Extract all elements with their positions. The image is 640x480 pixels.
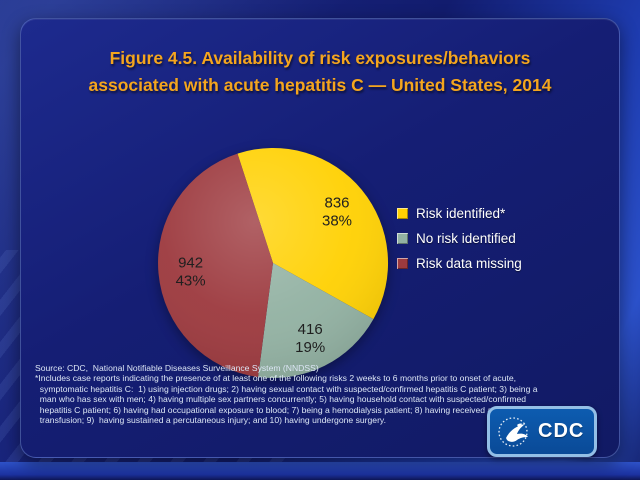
footnote-line: Source: CDC, National Notifiable Disease… <box>35 363 319 373</box>
background-bottom-band <box>0 462 640 480</box>
legend-swatch-teal <box>397 232 408 244</box>
legend-swatch-yellow <box>397 207 408 219</box>
cdc-logo: CDC <box>487 406 597 457</box>
legend-label: No risk identified <box>416 230 516 246</box>
legend-item-risk-identified: Risk identified* <box>397 205 522 221</box>
slide-panel: Figure 4.5. Availability of risk exposur… <box>20 18 620 458</box>
figure-title: Figure 4.5. Availability of risk exposur… <box>21 45 619 99</box>
legend-label: Risk identified* <box>416 205 506 221</box>
footnote-line: man who has sex with men; 4) having mult… <box>35 394 527 405</box>
cdc-logo-text: CDC <box>538 420 585 442</box>
footnote-line: *Includes case reports indicating the pr… <box>35 373 517 384</box>
pie-sheen-overlay <box>158 148 388 378</box>
pie-value-label-0: 836 38% <box>322 194 352 229</box>
pie-legend: Risk identified* No risk identified Risk… <box>397 206 522 281</box>
pie-value-label-1: 416 19% <box>295 321 325 356</box>
source-footnote: Source: CDC, National Notifiable Disease… <box>35 363 605 425</box>
hhs-eagle-icon <box>498 416 528 447</box>
legend-label: Risk data missing <box>416 255 522 271</box>
footnote-line: symptomatic hepatitis C: 1) using inject… <box>35 383 538 394</box>
footnote-line: transfusion; 9) having sustained a percu… <box>35 415 386 426</box>
footnote-line: hepatitis C patient; 6) having had occup… <box>35 404 516 415</box>
legend-item-no-risk-identified: No risk identified <box>397 230 522 246</box>
legend-swatch-red <box>397 257 408 269</box>
legend-item-risk-data-missing: Risk data missing <box>397 255 522 271</box>
pie-chart: 836 38% 416 19% 942 43% <box>158 147 389 378</box>
pie-value-label-2: 942 43% <box>176 255 206 290</box>
figure-title-line1: Figure 4.5. Availability of risk exposur… <box>109 48 531 68</box>
figure-title-line2: associated with acute hepatitis C — Unit… <box>88 75 552 95</box>
